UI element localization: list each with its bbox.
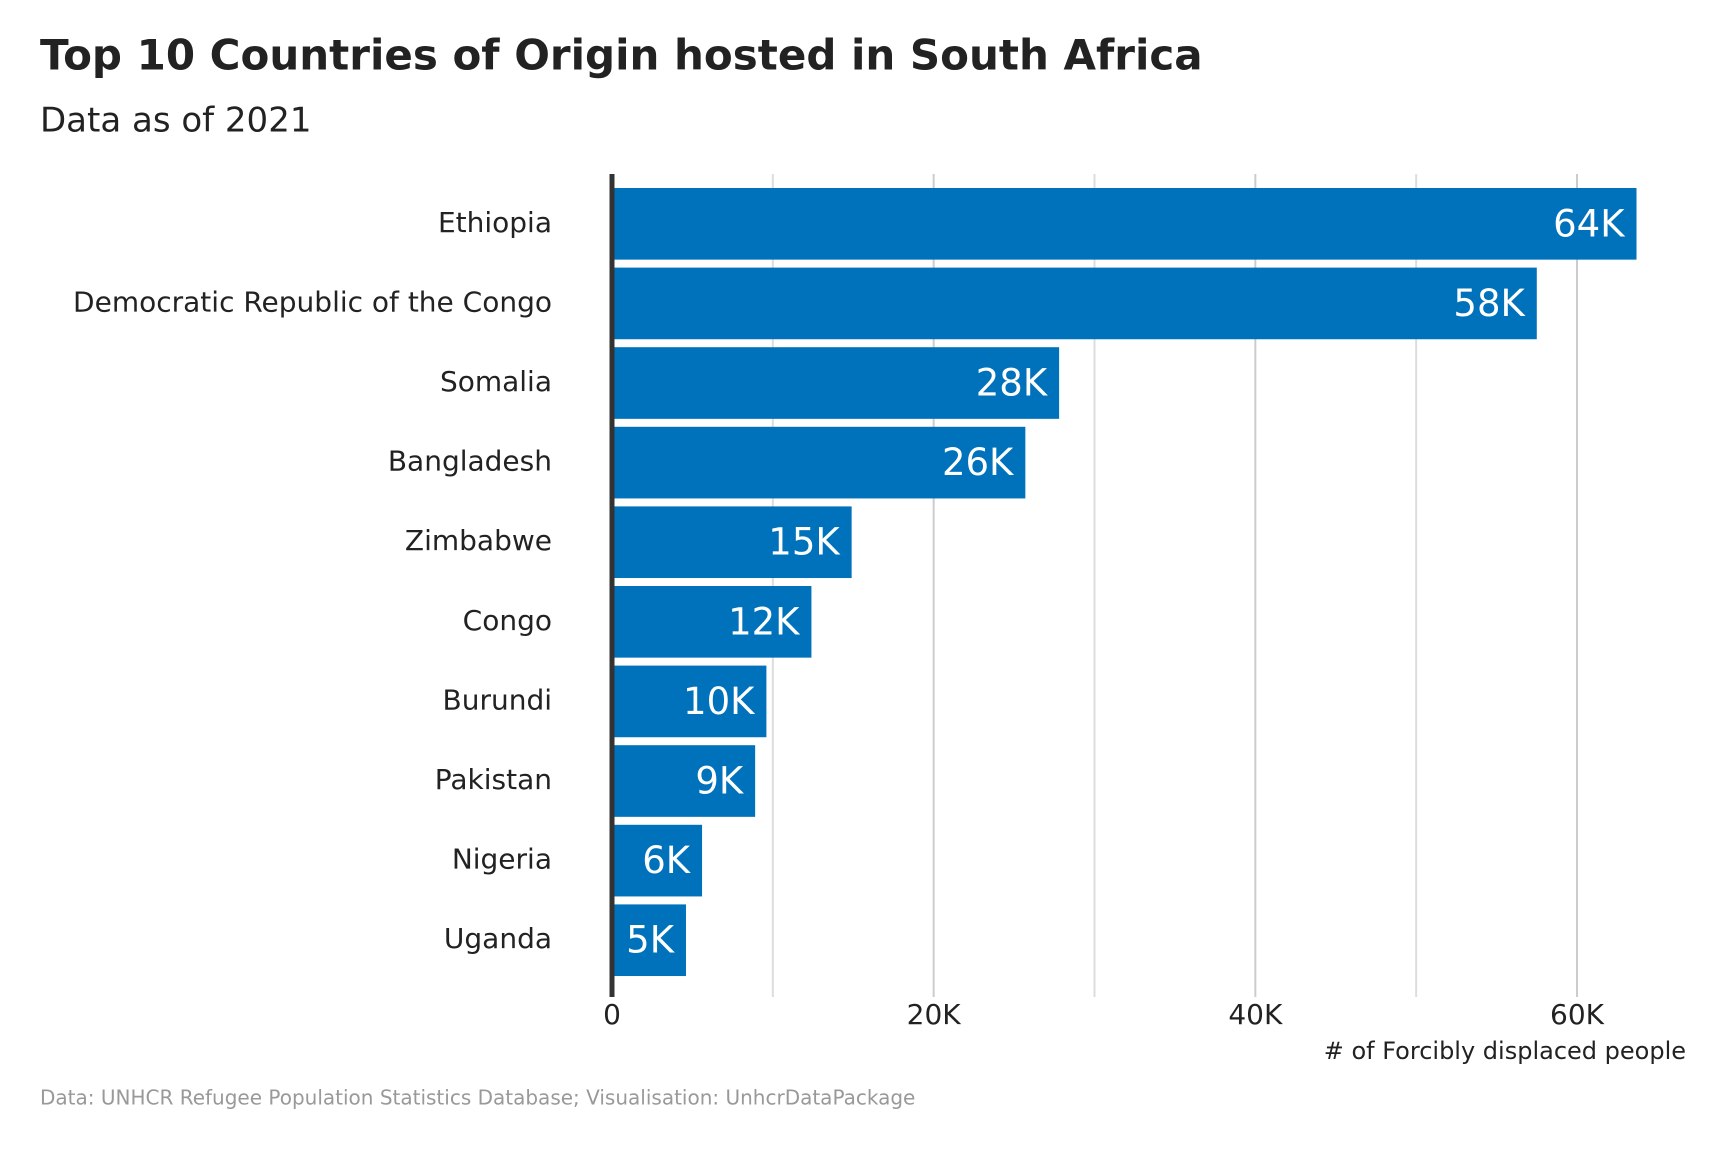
x-tick-label: 0 (603, 998, 621, 1031)
y-tick-label: Democratic Republic of the Congo (73, 285, 552, 318)
value-label: 12K (728, 600, 801, 643)
y-tick-label: Ethiopia (438, 206, 552, 239)
y-tick-label: Pakistan (435, 763, 552, 796)
bar (612, 586, 812, 658)
y-tick-label: Bangladesh (388, 445, 552, 478)
value-label: 9K (695, 760, 745, 803)
y-tick-label: Zimbabwe (405, 524, 552, 557)
value-label: 10K (683, 680, 756, 723)
bar (612, 506, 852, 579)
bar (612, 824, 703, 897)
y-tick-label: Uganda (444, 922, 552, 955)
x-tick-label: 40K (1228, 998, 1283, 1031)
chart-subtitle: Data as of 2021 (40, 101, 311, 141)
bar (612, 745, 756, 817)
value-label: 5K (626, 919, 676, 962)
bar (612, 426, 1026, 499)
bar (612, 267, 1537, 340)
x-tick-label: 60K (1550, 998, 1605, 1031)
value-label: 64K (1553, 202, 1626, 245)
value-label: 58K (1453, 282, 1526, 325)
y-tick-label: Somalia (440, 365, 552, 398)
bar (612, 188, 1637, 260)
chart-title: Top 10 Countries of Origin hosted in Sou… (40, 31, 1203, 80)
bar (612, 347, 1060, 419)
bar (612, 904, 686, 977)
y-tick-label: Nigeria (452, 843, 552, 876)
value-label: 6K (642, 839, 692, 882)
x-tick-label: 20K (907, 998, 962, 1031)
y-tick-label: Burundi (442, 683, 552, 716)
value-label: 26K (942, 441, 1015, 484)
bar (612, 665, 767, 738)
value-label: 15K (768, 521, 841, 564)
x-axis-title: # of Forcibly displaced people (1324, 1037, 1686, 1065)
caption: Data: UNHCR Refugee Population Statistic… (40, 1086, 915, 1110)
y-tick-label: Congo (463, 604, 552, 637)
value-label: 28K (976, 362, 1049, 405)
